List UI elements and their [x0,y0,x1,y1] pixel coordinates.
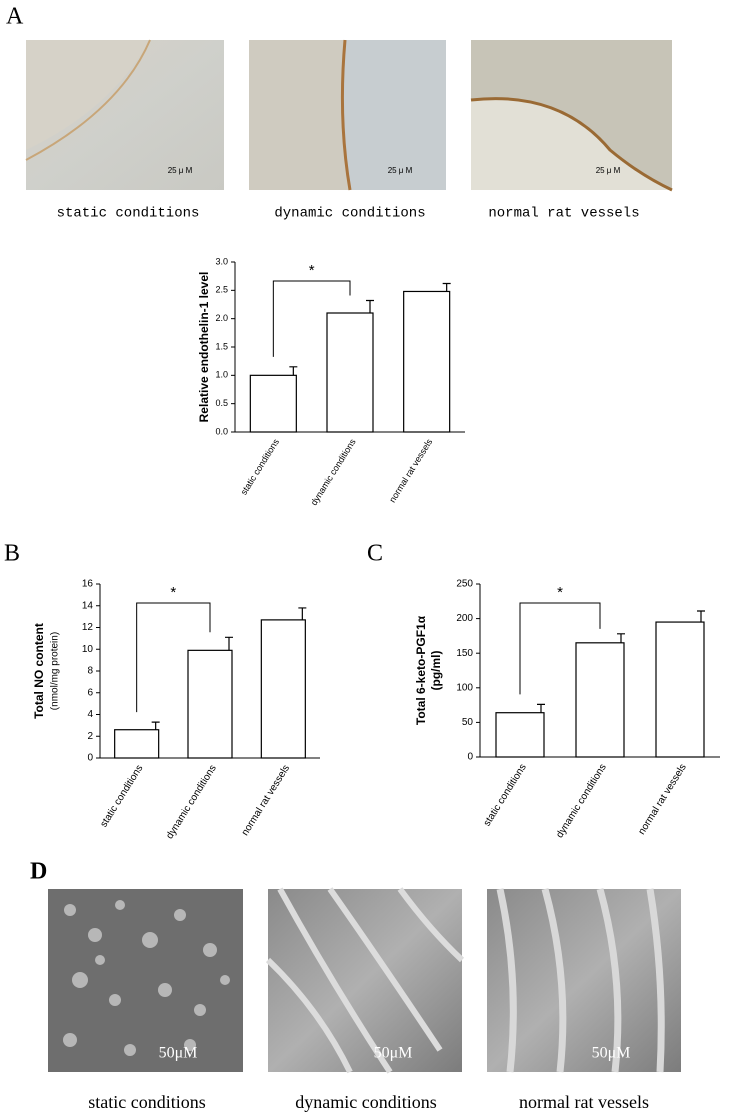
y-tick-label: 1.0 [215,370,228,380]
error-bar [289,366,298,376]
x-tick-label: static conditions [482,762,529,828]
panel-label: D [30,859,47,885]
y-tick-label: 200 [456,613,473,624]
sem-image [487,888,681,1073]
image-caption: dynamic conditions [274,206,425,222]
error-bar [298,607,307,620]
y-tick-label: 14 [82,600,94,611]
error-bar [442,282,451,292]
y-tick-label: 4 [87,709,93,720]
y-tick-label: 0.5 [215,398,228,408]
significance-bracket [136,602,211,713]
error-bar [225,636,233,651]
y-tick-label: 8 [87,666,93,677]
bar [187,649,233,759]
y-tick-label: 100 [456,682,473,693]
scale-label: 50μM [374,1045,413,1062]
bar [114,729,160,759]
y-tick-label: 2 [87,731,93,742]
scale-label: 25 μ M [388,166,413,175]
significance-bracket [519,602,601,695]
x-tick-label: dynamic conditions [164,763,218,841]
y-axis-label: Total 6-keto-PGF1α [414,615,428,725]
x-tick-label: static conditions [239,437,282,497]
x-tick-label: normal rat vessels [636,762,688,837]
error-bar [617,633,625,643]
image-caption: dynamic conditions [295,1092,436,1112]
y-tick-label: 0 [87,753,93,764]
y-tick-label: 3.0 [215,256,228,266]
bar [655,621,705,758]
x-tick-label: static conditions [98,763,145,829]
micrograph [249,39,446,191]
x-tick-label: dynamic conditions [554,762,608,840]
micrograph [470,40,673,192]
bar [326,312,374,433]
x-tick-label: dynamic conditions [309,437,358,508]
y-tick-label: 10 [82,644,94,655]
image-caption: normal rat vessels [488,206,639,222]
bar [403,290,451,433]
y-tick-label: 0.0 [215,426,228,436]
y-tick-label: 250 [456,579,473,590]
y-axis-label: Total NO content [32,623,46,719]
scale-label: 50μM [159,1045,198,1062]
y-tick-label: 50 [462,717,474,728]
error-bar [537,703,545,713]
bar [495,712,545,758]
scale-label: 50μM [592,1045,631,1062]
significance-star: * [170,584,176,601]
y-tick-label: 2.0 [215,313,228,323]
x-tick-label: normal rat vessels [240,763,292,838]
bar [260,619,306,759]
y-tick-label: 1.5 [215,341,228,351]
significance-star: * [309,262,315,279]
x-tick-label: normal rat vessels [387,437,434,505]
micrograph [25,39,224,190]
bar [575,642,625,758]
y-tick-label: 2.5 [215,285,228,295]
y-tick-label: 0 [467,752,473,763]
significance-star: * [557,584,563,601]
sem-image [265,887,465,1074]
sem-image [48,889,243,1072]
bar [249,374,297,433]
y-axis-label: Relative endothelin-1 level [197,272,211,423]
y-tick-label: 16 [82,579,94,590]
image-caption: normal rat vessels [519,1092,649,1112]
significance-bracket [272,280,351,357]
y-axis-sublabel: (nmol/mg protein) [50,632,61,710]
error-bar [366,299,374,313]
panel-label: A [6,4,24,30]
image-caption: static conditions [88,1092,205,1112]
scale-label: 25 μ M [168,166,193,175]
y-tick-label: 12 [82,622,94,633]
image-caption: static conditions [57,206,200,222]
panel-label: B [4,541,20,567]
y-tick-label: 6 [87,687,93,698]
panel-label: C [367,541,383,567]
scale-label: 25 μ M [596,166,621,175]
y-axis-sublabel: (pg/ml) [429,651,443,691]
error-bar [697,610,705,623]
error-bar [151,721,160,730]
y-tick-label: 150 [456,648,473,659]
